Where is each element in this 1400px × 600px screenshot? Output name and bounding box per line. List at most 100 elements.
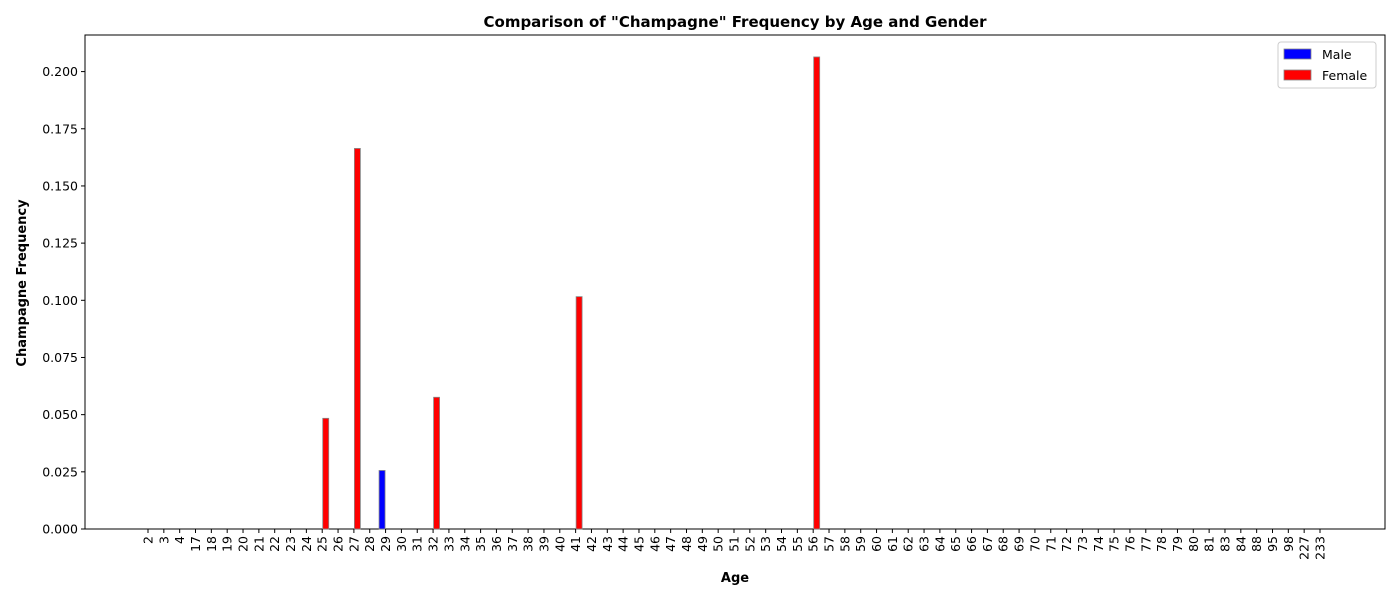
plot-area: [84, 34, 1386, 530]
x-tick-label: 65: [948, 536, 963, 552]
x-tick-label: 72: [1059, 536, 1074, 552]
bar-female-32: [433, 396, 440, 530]
x-tick-label: 24: [299, 536, 314, 552]
x-tick-label: 73: [1075, 536, 1090, 552]
x-tick-label: 43: [600, 536, 615, 552]
x-tick-label: 59: [853, 536, 868, 552]
bar-male-29: [378, 470, 386, 530]
x-tick-label: 34: [457, 536, 472, 552]
x-tick-label: 66: [964, 536, 979, 552]
x-tick-label: 44: [616, 536, 631, 552]
x-tick-label: 81: [1202, 536, 1217, 552]
y-tick-label: 0.000: [42, 522, 78, 537]
y-tick-label: 0.025: [42, 464, 78, 479]
x-tick-label: 18: [204, 536, 219, 552]
legend-swatch-male: [1283, 48, 1312, 60]
x-tick-label: 70: [1027, 536, 1042, 552]
bar-female-27: [353, 148, 361, 530]
x-tick-label: 30: [394, 536, 409, 552]
plot-frame: [84, 34, 1386, 530]
x-tick-label: 3: [156, 536, 171, 544]
y-tick-label: 0.100: [42, 293, 78, 308]
x-tick-label: 48: [679, 536, 694, 552]
bar-female-56: [813, 56, 821, 530]
x-tick-label: 25: [315, 536, 330, 552]
y-tick-label: 0.125: [42, 236, 78, 251]
x-tick-label: 35: [473, 536, 488, 552]
x-tick-label: 21: [251, 536, 266, 552]
x-tick-label: 51: [727, 536, 742, 552]
x-tick-label: 29: [378, 536, 393, 552]
x-tick-label: 67: [980, 536, 995, 552]
x-tick-label: 64: [932, 536, 947, 552]
x-tick-label: 45: [631, 536, 646, 552]
legend-label-male: Male: [1322, 47, 1352, 62]
legend: Male Female: [1277, 41, 1377, 89]
x-tick-label: 76: [1122, 536, 1137, 552]
x-tick-label: 32: [426, 536, 441, 552]
y-tick-label: 0.075: [42, 350, 78, 365]
bar-female-25: [322, 417, 330, 530]
x-tick-label: 68: [996, 536, 1011, 552]
x-tick-label: 4: [172, 536, 187, 544]
y-axis: 0.000 0.025 0.050 0.075 0.100 0.125 0.150 0.175…: [42, 64, 85, 537]
x-tick-label: 27: [346, 536, 361, 552]
x-tick-label: 56: [806, 536, 821, 552]
x-tick-label: 55: [790, 536, 805, 552]
x-tick-label: 60: [869, 536, 884, 552]
x-tick-label: 78: [1154, 536, 1169, 552]
x-tick-label: 58: [837, 536, 852, 552]
x-tick-label: 17: [188, 536, 203, 552]
x-tick-label: 38: [521, 536, 536, 552]
x-tick-label: 53: [758, 536, 773, 552]
x-tick-label: 74: [1091, 536, 1106, 552]
y-tick-label: 0.175: [42, 121, 78, 136]
x-tick-label: 41: [568, 536, 583, 552]
x-tick-label: 23: [283, 536, 298, 552]
x-tick-label: 22: [267, 536, 282, 552]
x-tick-label: 98: [1281, 536, 1296, 552]
x-tick-label: 57: [822, 536, 837, 552]
x-tick-label: 42: [584, 536, 599, 552]
x-tick-label: 19: [220, 536, 235, 552]
x-tick-label: 33: [441, 536, 456, 552]
x-tick-label: 71: [1043, 536, 1058, 552]
x-tick-label: 75: [1107, 536, 1122, 552]
x-tick-label: 62: [901, 536, 916, 552]
x-tick-label: 80: [1186, 536, 1201, 552]
x-tick-label: 28: [362, 536, 377, 552]
x-tick-label: 37: [505, 536, 520, 552]
legend-label-female: Female: [1322, 68, 1368, 83]
x-tick-label: 40: [552, 536, 567, 552]
x-tick-label: 31: [410, 536, 425, 552]
x-tick-label: 69: [1012, 536, 1027, 552]
chart-title: Comparison of "Champagne" Frequency by A…: [484, 13, 988, 31]
x-tick-label: 84: [1233, 536, 1248, 552]
x-tick-label: 2: [141, 536, 156, 544]
x-tick-label: 54: [774, 536, 789, 552]
x-tick-label: 26: [331, 536, 346, 552]
y-tick-label: 0.050: [42, 407, 78, 422]
x-tick-label: 47: [663, 536, 678, 552]
x-axis: 2 3 4 17 18 19 20 21 22 23 24 25 26 27 28 29 30 31 32 33 34 3…: [141, 529, 1328, 560]
x-axis-label: Age: [721, 571, 749, 586]
x-tick-label: 52: [742, 536, 757, 552]
bar-female-41: [575, 296, 583, 530]
x-tick-label: 79: [1170, 536, 1185, 552]
x-tick-label: 50: [711, 536, 726, 552]
x-tick-label: 233: [1313, 536, 1328, 560]
x-tick-label: 61: [885, 536, 900, 552]
x-tick-label: 95: [1265, 536, 1280, 552]
y-axis-label: Champagne Frequency: [15, 199, 30, 367]
x-tick-label: 63: [917, 536, 932, 552]
x-tick-label: 46: [647, 536, 662, 552]
x-tick-label: 227: [1297, 536, 1312, 560]
x-tick-label: 20: [236, 536, 251, 552]
x-tick-label: 39: [536, 536, 551, 552]
x-tick-label: 36: [489, 536, 504, 552]
y-tick-label: 0.200: [42, 64, 78, 79]
x-tick-label: 88: [1249, 536, 1264, 552]
legend-swatch-female: [1283, 69, 1312, 81]
x-tick-label: 83: [1217, 536, 1232, 552]
